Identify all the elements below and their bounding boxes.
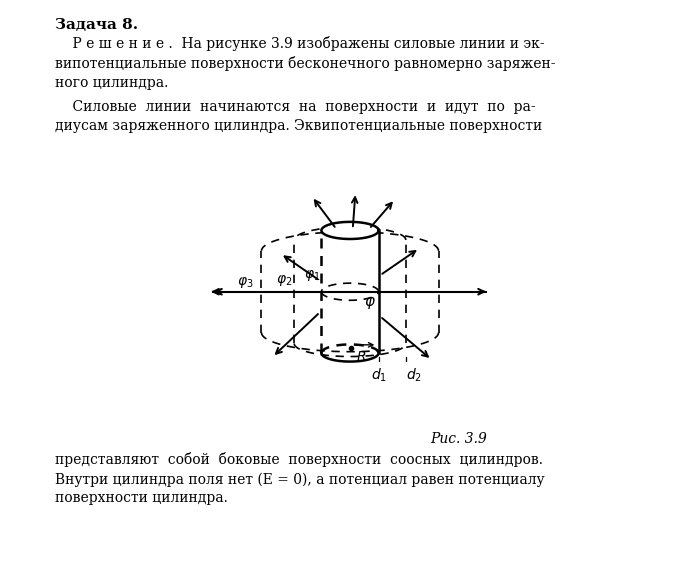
Text: $R$: $R$: [356, 350, 366, 364]
Text: $\varphi_1$: $\varphi_1$: [304, 268, 320, 283]
Text: Силовые  линии  начинаются  на  поверхности  и  идут  по  ра-
диусам заряженного: Силовые линии начинаются на поверхности …: [55, 100, 542, 133]
Text: Рис. 3.9: Рис. 3.9: [430, 432, 487, 446]
Polygon shape: [321, 222, 379, 239]
Text: $\varphi_2$: $\varphi_2$: [276, 273, 293, 288]
Text: $\varphi$: $\varphi$: [363, 295, 375, 311]
Text: $d_2$: $d_2$: [406, 367, 422, 384]
Text: Р е ш е н и е .  На рисунке 3.9 изображены силовые линии и эк-
випотенциальные п: Р е ш е н и е . На рисунке 3.9 изображен…: [55, 36, 556, 90]
Text: Задача 8.: Задача 8.: [55, 18, 138, 32]
Text: представляют  собой  боковые  поверхности  соосных  цилиндров.
Внутри цилиндра п: представляют собой боковые поверхности с…: [55, 452, 545, 506]
Text: $\varphi_3$: $\varphi_3$: [237, 275, 253, 289]
Text: $d_1$: $d_1$: [371, 367, 387, 384]
